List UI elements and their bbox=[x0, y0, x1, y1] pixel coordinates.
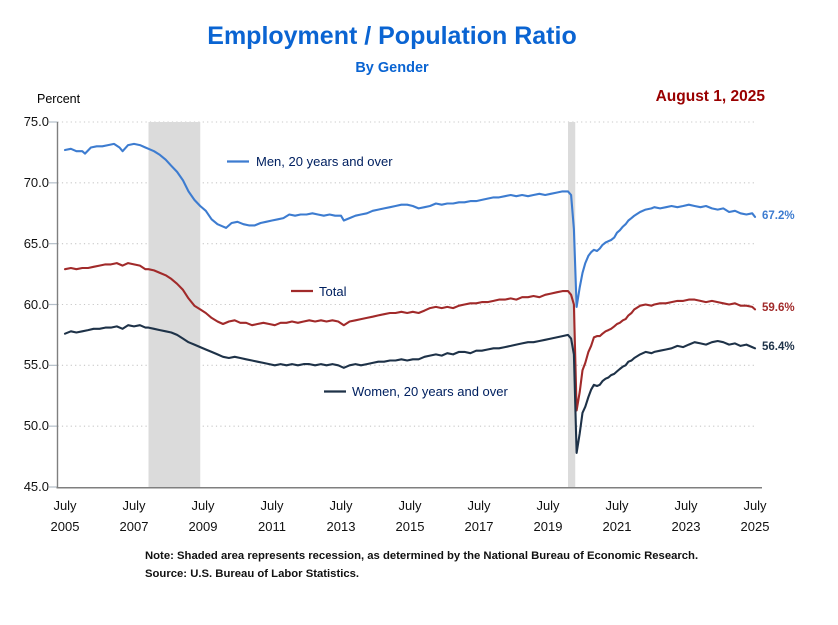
x-tick-label: July 2013 bbox=[313, 495, 369, 537]
x-tick-label: July 2011 bbox=[244, 495, 300, 537]
y-tick-label: 45.0 bbox=[23, 479, 49, 494]
x-tick-month: July bbox=[467, 498, 491, 513]
men-series-line bbox=[63, 142, 757, 308]
x-tick-year: 2023 bbox=[671, 519, 701, 534]
x-tick-label: July 2021 bbox=[589, 495, 645, 537]
x-tick-month: July bbox=[605, 498, 629, 513]
x-tick-label: July 2005 bbox=[37, 495, 93, 537]
y-tick-label: 65.0 bbox=[23, 235, 49, 251]
x-tick-year: 2007 bbox=[119, 519, 149, 534]
x-tick-year: 2015 bbox=[395, 519, 425, 534]
y-tick-label: 55.0 bbox=[23, 357, 49, 373]
chart-subtitle: By Gender bbox=[355, 60, 429, 76]
x-tick-year: 2011 bbox=[258, 519, 286, 534]
x-tick-label: July 2007 bbox=[106, 495, 162, 537]
footnote: Note: Shaded area represents recession, … bbox=[145, 550, 699, 562]
x-tick-month: July bbox=[191, 498, 215, 513]
women-series-line bbox=[63, 324, 757, 454]
women-legend-label: Women, 20 years and over bbox=[352, 384, 508, 399]
x-tick-label: July 2025 bbox=[727, 495, 783, 537]
x-tick-year: 2019 bbox=[533, 519, 563, 534]
total-series-line bbox=[63, 262, 757, 412]
x-tick-label: July 2023 bbox=[658, 495, 714, 537]
x-tick-month: July bbox=[536, 498, 560, 513]
x-tick-year: 2013 bbox=[326, 519, 356, 534]
x-tick-month: July bbox=[260, 498, 284, 513]
men-legend-label: Men, 20 years and over bbox=[256, 154, 393, 169]
recession-band bbox=[568, 122, 576, 487]
y-tick-label: 70.0 bbox=[23, 174, 49, 190]
report-date: August 1, 2025 bbox=[655, 88, 765, 105]
x-tick-year: 2005 bbox=[50, 519, 80, 534]
y-tick-label: 75.0 bbox=[23, 114, 49, 129]
x-tick-label: July 2015 bbox=[382, 495, 438, 537]
x-tick-month: July bbox=[329, 498, 353, 513]
women-end-value-label: 56.4% bbox=[762, 341, 795, 354]
x-tick-label: July 2019 bbox=[520, 495, 576, 537]
x-tick-year: 2021 bbox=[602, 519, 632, 534]
x-tick-month: July bbox=[674, 498, 698, 513]
total-end-value-label: 59.6% bbox=[762, 302, 795, 315]
x-tick-year: 2025 bbox=[740, 519, 770, 534]
x-tick-year: 2017 bbox=[464, 519, 494, 534]
total-legend-label: Total bbox=[319, 283, 347, 299]
x-tick-label: July 2017 bbox=[451, 495, 507, 537]
y-tick-label: 60.0 bbox=[23, 296, 49, 312]
men-end-value-label: 67.2% bbox=[762, 209, 795, 222]
recession-band bbox=[148, 122, 201, 487]
x-tick-label: July 2009 bbox=[175, 495, 231, 537]
x-tick-month: July bbox=[398, 498, 422, 513]
source-line: Source: U.S. Bureau of Labor Statistics. bbox=[145, 568, 360, 580]
chart-title: Employment / Population Ratio bbox=[207, 22, 577, 50]
y-tick-label: 50.0 bbox=[23, 418, 49, 434]
x-tick-year: 2009 bbox=[188, 519, 218, 534]
x-tick-month: July bbox=[53, 498, 77, 513]
y-axis-unit-label: Percent bbox=[37, 92, 81, 106]
x-tick-month: July bbox=[122, 498, 146, 513]
x-tick-month: July bbox=[743, 498, 767, 513]
